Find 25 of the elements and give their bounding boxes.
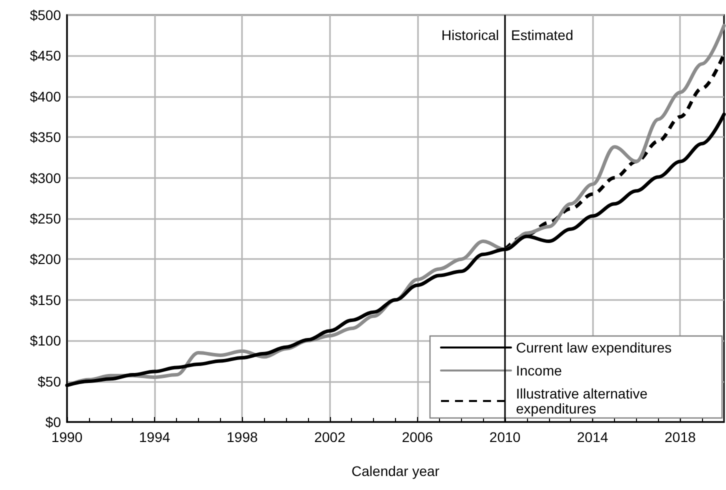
legend-label: Current law expenditures [516, 340, 672, 356]
y-tick-label: $300 [30, 170, 62, 186]
y-tick-label: $50 [38, 373, 62, 390]
legend-label: Income [516, 362, 562, 378]
x-tick-label: 1990 [51, 429, 83, 445]
y-tick-label: $350 [30, 129, 62, 146]
annotation: Historical [441, 27, 499, 43]
y-tick-label: $450 [30, 48, 62, 64]
y-tick-label: $0 [45, 414, 62, 430]
annotation: Estimated [511, 27, 574, 43]
x-axis-title: Calendar year [352, 463, 440, 479]
y-tick-label: $250 [30, 210, 62, 226]
y-tick-label: $500 [30, 7, 62, 23]
y-tick-label: $150 [30, 292, 62, 308]
y-tick-label: $400 [30, 88, 62, 104]
y-tick-label: $200 [30, 251, 62, 268]
legend-label: Illustrative alternative expenditures [516, 386, 652, 416]
x-tick-label: 1994 [139, 429, 170, 445]
x-tick-label: 2006 [402, 429, 434, 445]
x-tick-label: 2002 [314, 429, 346, 445]
x-tick-label: 2010 [489, 429, 521, 445]
x-tick-label: 2014 [577, 429, 608, 445]
y-tick-label: $100 [30, 332, 62, 349]
x-tick-label: 1998 [226, 429, 258, 445]
x-tick-label: 2018 [664, 429, 696, 445]
